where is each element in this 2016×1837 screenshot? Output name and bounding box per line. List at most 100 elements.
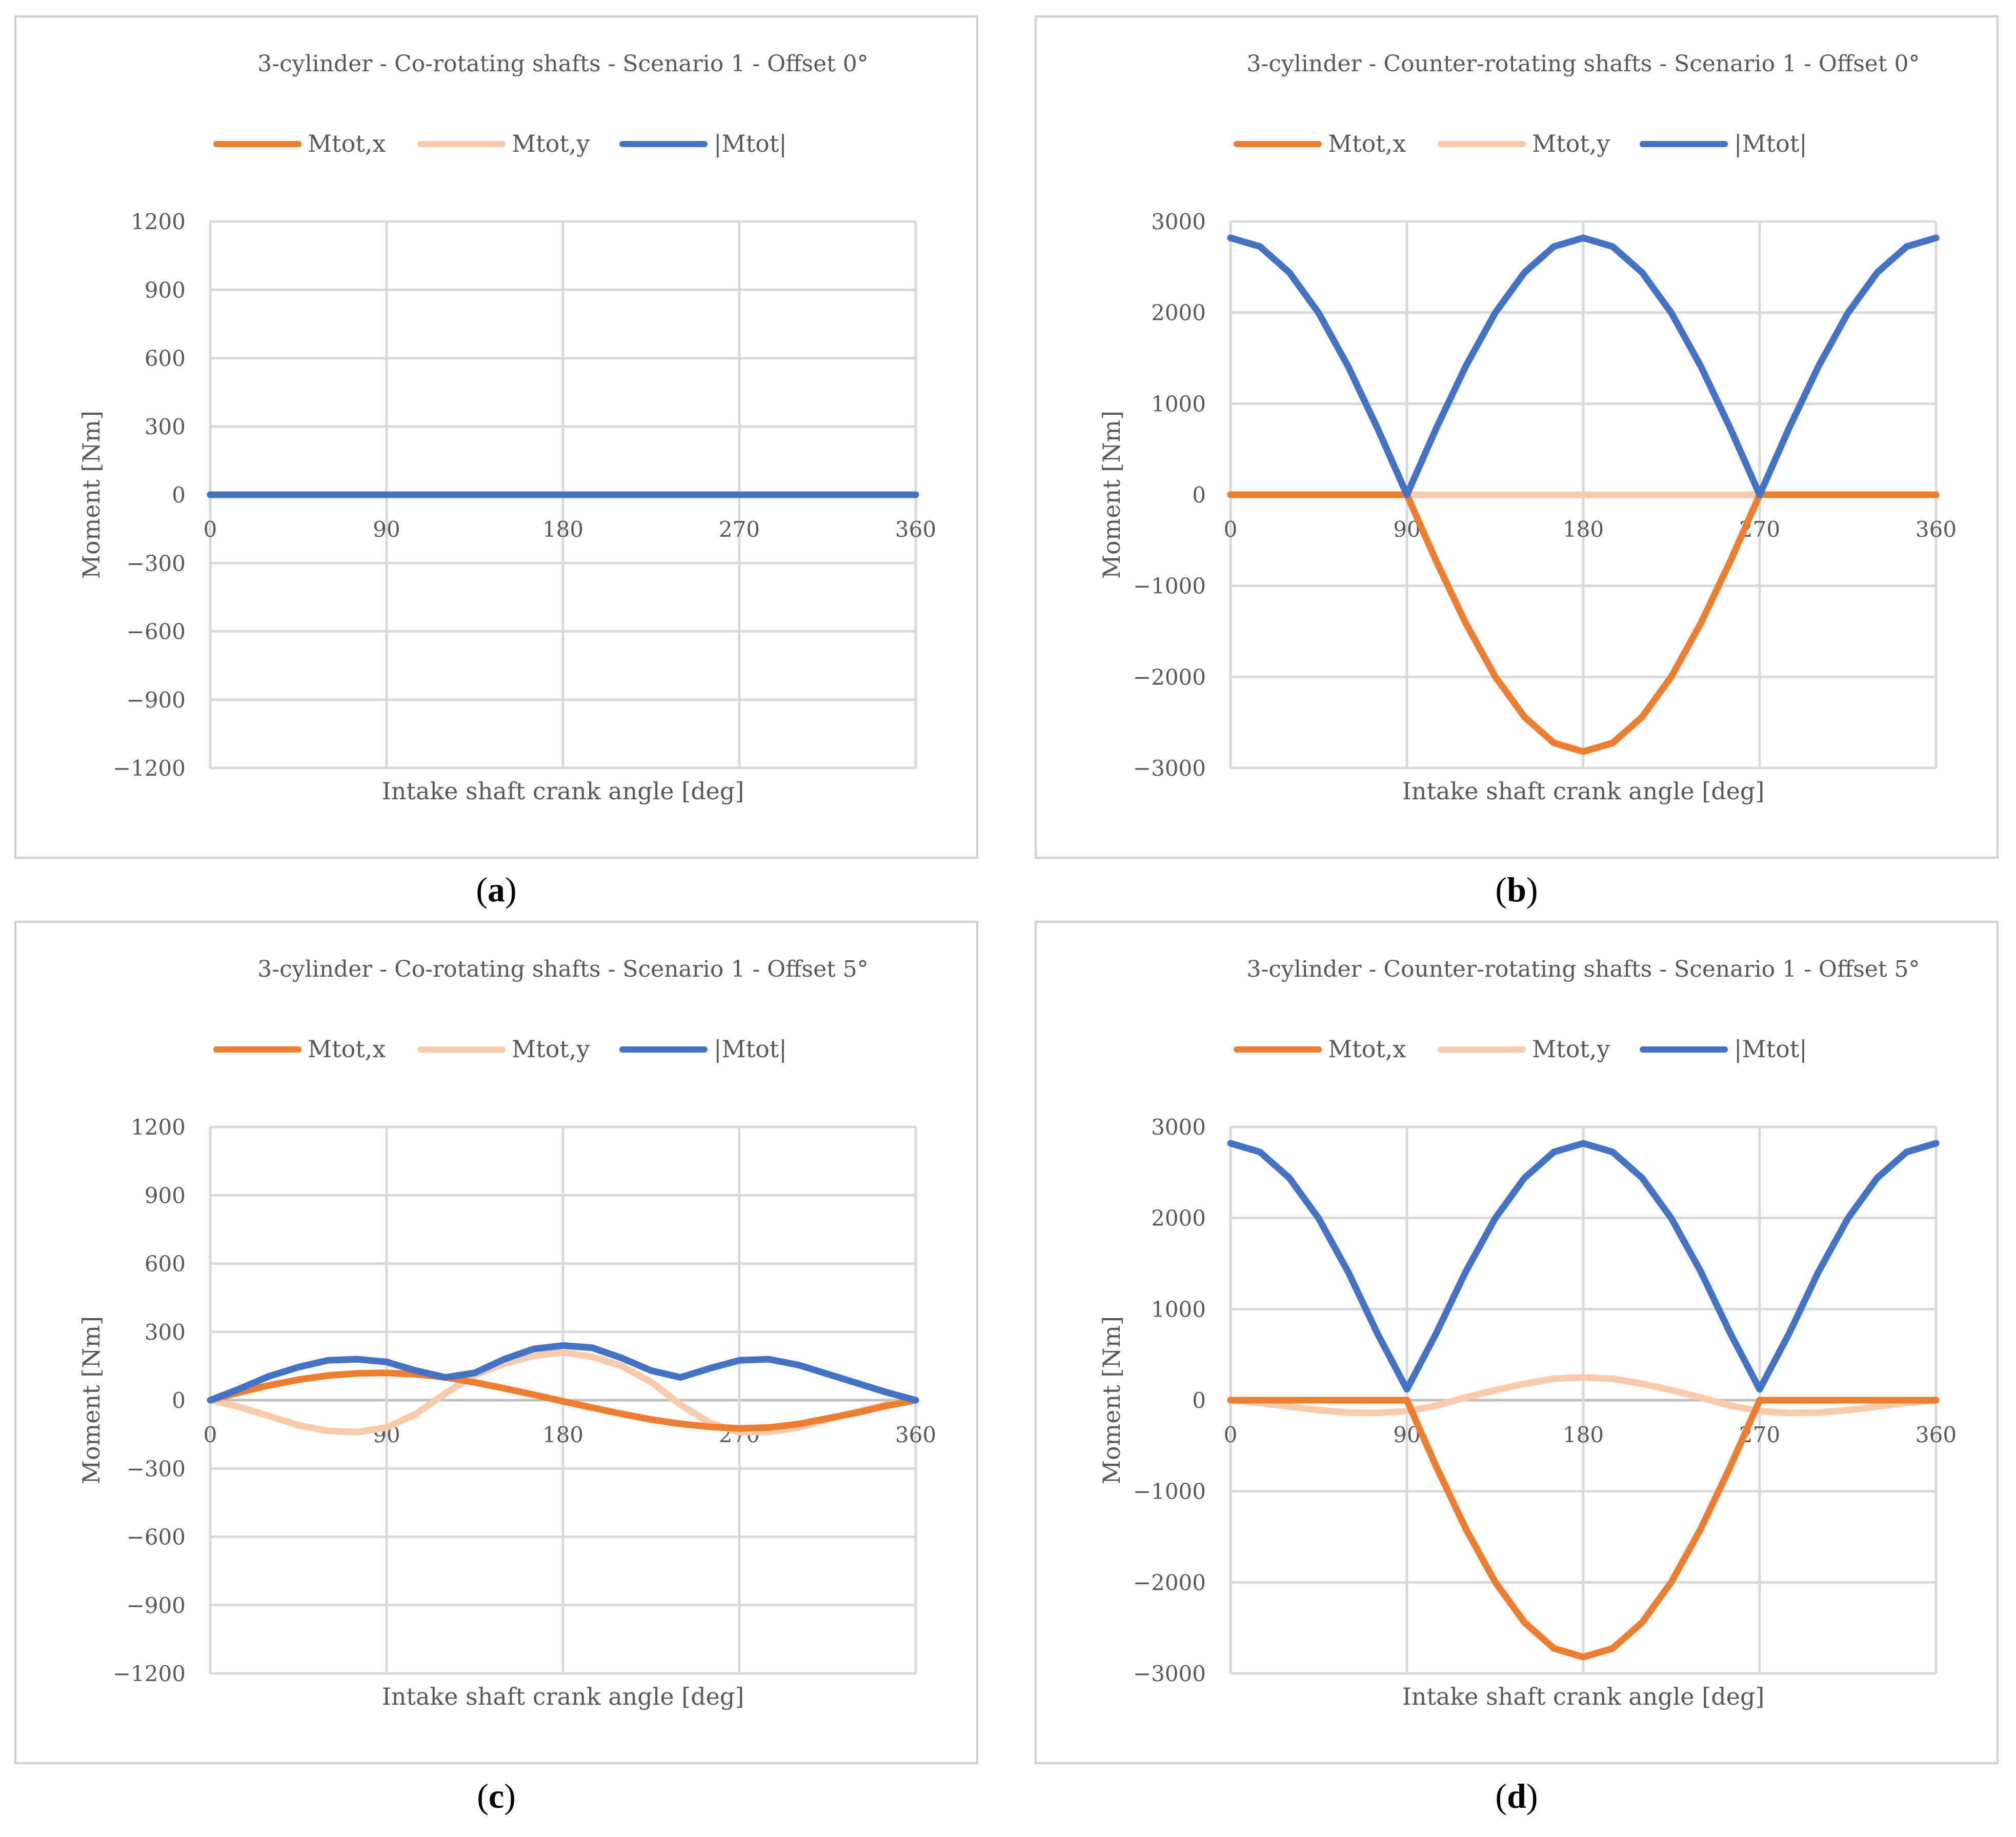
- legend-label: Mtot,y: [512, 1035, 590, 1063]
- y-tick-label: 1000: [1151, 391, 1206, 416]
- legend-item: Mtot,y: [417, 130, 590, 157]
- series-line-mtot-x: [207, 1369, 919, 1432]
- legend-item: Mtot,x: [1234, 130, 1406, 157]
- legend-item: |Mtot|: [619, 130, 787, 157]
- x-axis-label: Intake shaft crank angle [deg]: [382, 777, 744, 805]
- legend-label: Mtot,y: [1532, 130, 1610, 157]
- series-line-mtot-abs: [1227, 234, 1940, 498]
- y-tick-label: −1200: [113, 756, 186, 781]
- series-line-mtot-y: [207, 1349, 919, 1436]
- y-axis-label: Moment [Nm]: [1098, 1316, 1125, 1484]
- y-tick-label: −2000: [1133, 1570, 1206, 1595]
- chart-panel-c: 3-cylinder - Co-rotating shafts - Scenar…: [14, 921, 978, 1764]
- x-tick-label: 0: [1224, 1422, 1238, 1447]
- y-tick-label: 600: [145, 1251, 186, 1277]
- legend-label: Mtot,x: [1328, 1035, 1406, 1063]
- y-tick-label: 0: [1192, 1388, 1206, 1413]
- x-tick-label: 360: [895, 1422, 936, 1447]
- x-axis-label: Intake shaft crank angle [deg]: [1402, 1683, 1765, 1710]
- x-tick-label: 360: [1916, 1422, 1957, 1447]
- chart-title: 3-cylinder - Co-rotating shafts - Scenar…: [257, 956, 869, 982]
- x-tick-label: 360: [895, 517, 936, 542]
- y-tick-label: 0: [172, 1388, 186, 1413]
- chart-c-svg: 3-cylinder - Co-rotating shafts - Scenar…: [77, 956, 936, 1710]
- chart-panel-b: 3-cylinder - Counter-rotating shafts - S…: [1035, 15, 1999, 859]
- y-tick-label: 1000: [1151, 1297, 1206, 1322]
- caption-b: (b): [1495, 870, 1538, 909]
- y-tick-label: −300: [127, 551, 186, 576]
- y-tick-label: 3000: [1151, 209, 1206, 234]
- y-tick-label: 900: [145, 1183, 186, 1208]
- legend-item: Mtot,x: [213, 1035, 386, 1063]
- y-tick-label: −3000: [1133, 1661, 1206, 1686]
- y-tick-label: 2000: [1151, 1206, 1206, 1231]
- y-tick-label: −900: [127, 1593, 186, 1618]
- y-tick-label: −3000: [1133, 756, 1206, 781]
- y-tick-label: 1200: [131, 1115, 186, 1140]
- x-tick-label: 180: [1563, 517, 1604, 542]
- y-tick-label: 2000: [1151, 300, 1206, 326]
- y-tick-label: 300: [145, 414, 186, 439]
- legend-item: Mtot,x: [1234, 1035, 1406, 1063]
- y-axis-label: Moment [Nm]: [1098, 411, 1125, 579]
- caption-c: (c): [477, 1777, 516, 1815]
- legend-item: |Mtot|: [1640, 1035, 1807, 1063]
- x-axis-label: Intake shaft crank angle [deg]: [1402, 777, 1765, 805]
- x-tick-label: 180: [1563, 1422, 1604, 1447]
- x-tick-label: 360: [1916, 517, 1957, 542]
- y-tick-label: 600: [145, 346, 186, 371]
- y-tick-label: 1200: [131, 209, 186, 234]
- chart-title: 3-cylinder - Counter-rotating shafts - S…: [1246, 956, 1920, 982]
- legend-label: Mtot,x: [308, 130, 386, 157]
- legend-label: |Mtot|: [714, 130, 787, 157]
- legend-label: Mtot,y: [512, 130, 590, 157]
- legend-item: Mtot,y: [417, 1035, 590, 1063]
- y-axis-label: Moment [Nm]: [77, 1316, 105, 1484]
- caption-a: (a): [476, 870, 517, 909]
- series-line-mtot-y: [1227, 1374, 1940, 1417]
- x-tick-label: 0: [204, 517, 217, 542]
- legend-label: |Mtot|: [1734, 130, 1807, 157]
- chart-panel-a: 3-cylinder - Co-rotating shafts - Scenar…: [14, 15, 978, 859]
- x-axis-label: Intake shaft crank angle [deg]: [382, 1683, 744, 1710]
- y-tick-label: −600: [127, 619, 186, 644]
- x-tick-label: 180: [542, 517, 583, 542]
- y-tick-label: 0: [172, 482, 186, 508]
- x-tick-label: 0: [204, 1422, 217, 1447]
- y-tick-label: −1000: [1133, 1479, 1206, 1504]
- x-tick-label: 0: [1224, 517, 1238, 542]
- legend-label: |Mtot|: [714, 1035, 787, 1063]
- x-tick-label: 90: [373, 517, 400, 542]
- y-tick-label: 300: [145, 1320, 186, 1345]
- y-tick-label: −1200: [113, 1661, 186, 1686]
- x-tick-label: 270: [719, 517, 760, 542]
- legend-label: Mtot,x: [1328, 130, 1406, 157]
- y-tick-label: 3000: [1151, 1115, 1206, 1140]
- chart-b-svg: 3-cylinder - Counter-rotating shafts - S…: [1098, 51, 1957, 805]
- legend-item: Mtot,y: [1438, 130, 1610, 157]
- series-line-mtot-x: [1227, 1397, 1940, 1661]
- y-tick-label: −300: [127, 1456, 186, 1481]
- series-line-mtot-abs: [1227, 1140, 1940, 1393]
- chart-a-svg: 3-cylinder - Co-rotating shafts - Scenar…: [77, 51, 936, 805]
- y-tick-label: −600: [127, 1525, 186, 1550]
- chart-title: 3-cylinder - Counter-rotating shafts - S…: [1246, 51, 1920, 77]
- legend-item: |Mtot|: [619, 1035, 787, 1063]
- legend-label: Mtot,y: [1532, 1035, 1610, 1063]
- y-tick-label: −900: [127, 688, 186, 713]
- legend-label: |Mtot|: [1734, 1035, 1807, 1063]
- series-line-mtot-abs: [207, 1342, 919, 1404]
- legend-item: Mtot,x: [213, 130, 386, 157]
- y-tick-label: 0: [1192, 482, 1206, 508]
- y-tick-label: −1000: [1133, 574, 1206, 599]
- chart-d-svg: 3-cylinder - Counter-rotating shafts - S…: [1098, 956, 1957, 1710]
- y-tick-label: 900: [145, 277, 186, 302]
- series-line-mtot-x: [1227, 491, 1940, 755]
- y-axis-label: Moment [Nm]: [77, 411, 105, 579]
- legend-item: |Mtot|: [1640, 130, 1807, 157]
- chart-panel-d: 3-cylinder - Counter-rotating shafts - S…: [1035, 921, 1999, 1764]
- caption-d: (d): [1495, 1777, 1538, 1815]
- y-tick-label: −2000: [1133, 664, 1206, 690]
- legend-label: Mtot,x: [308, 1035, 386, 1063]
- chart-title: 3-cylinder - Co-rotating shafts - Scenar…: [257, 51, 869, 77]
